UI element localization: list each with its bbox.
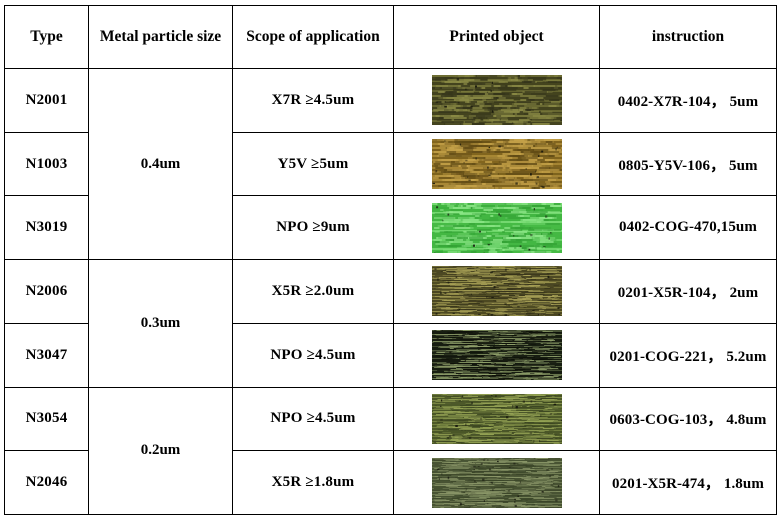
printed-object-image-wrapper	[396, 388, 597, 451]
table-row: N2001 0.4um X7R ≥4.5um 0402-X7R-104， 5um	[4, 67, 777, 261]
cell-instruction: 0402-COG-470,15um	[599, 195, 777, 261]
column-header-scope-of-application: Scope of application	[232, 5, 394, 69]
printed-object-image-wrapper	[396, 260, 597, 323]
cell-printed-object	[393, 259, 600, 324]
cell-printed-object	[393, 131, 600, 197]
table-header: Type Metal particle size Scope of applic…	[4, 5, 777, 69]
table-row: N1003 Y5V ≥5um 0805-Y5V-106， 5um	[4, 131, 777, 197]
header-row: Type Metal particle size Scope of applic…	[4, 5, 777, 69]
table-row: N3047 NPO ≥4.5um 0201-COG-221， 5.2um	[4, 322, 777, 388]
cell-metal-particle-size: 0.4um	[88, 67, 233, 261]
cell-scope-of-application: NPO ≥9um	[232, 195, 394, 261]
cell-scope-of-application: X5R ≥1.8um	[232, 450, 394, 515]
cell-printed-object	[393, 450, 600, 515]
cell-scope-of-application: NPO ≥4.5um	[232, 386, 394, 452]
printed-object-image-wrapper	[396, 451, 597, 514]
cell-instruction: 0201-X5R-104， 2um	[599, 259, 777, 324]
cell-instruction: 0805-Y5V-106， 5um	[599, 131, 777, 197]
column-header-type: Type	[4, 5, 89, 69]
cell-type: N3047	[4, 322, 89, 388]
micrograph-grey-green-dense-striped	[431, 457, 562, 508]
micrograph-near-black-green-striped	[431, 330, 562, 381]
printed-object-image-wrapper	[396, 133, 597, 196]
printed-object-image-wrapper	[396, 69, 597, 132]
table-body: N2001 0.4um X7R ≥4.5um 0402-X7R-104， 5um N10…	[4, 67, 777, 516]
cell-scope-of-application: NPO ≥4.5um	[232, 322, 394, 388]
column-header-instruction: instruction	[599, 5, 777, 69]
spec-table: Type Metal particle size Scope of applic…	[4, 5, 777, 516]
cell-instruction: 0201-X5R-474， 1.8um	[599, 450, 777, 515]
cell-instruction: 0402-X7R-104， 5um	[599, 68, 777, 133]
table-row: N3019 NPO ≥9um 0402-COG-470,15um	[4, 195, 777, 261]
cell-scope-of-application: X7R ≥4.5um	[232, 68, 394, 133]
printed-object-image-wrapper	[396, 324, 597, 387]
micrograph-moss-green-striped	[431, 393, 562, 444]
cell-type: N3054	[4, 386, 89, 452]
cell-metal-particle-size: 0.3um	[88, 259, 233, 388]
cell-printed-object	[393, 386, 600, 452]
cell-type: N1003	[4, 131, 89, 197]
micrograph-olive-fine-striped	[431, 266, 562, 317]
table-row: N3054 0.2um NPO ≥4.5um 0603-COG-103， 4.8um	[4, 386, 777, 516]
cell-type: N2001	[4, 68, 89, 133]
printed-object-image-wrapper	[396, 196, 597, 259]
column-header-printed-object: Printed object	[393, 5, 600, 69]
cell-instruction: 0201-COG-221， 5.2um	[599, 322, 777, 388]
micrograph-golden-brown-striped	[431, 139, 562, 190]
column-header-metal-particle-size: Metal particle size	[88, 5, 233, 69]
cell-printed-object	[393, 322, 600, 388]
micrograph-bright-green-striped	[431, 202, 562, 253]
cell-printed-object	[393, 68, 600, 133]
cell-printed-object	[393, 195, 600, 261]
cell-scope-of-application: X5R ≥2.0um	[232, 259, 394, 324]
cell-instruction: 0603-COG-103， 4.8um	[599, 386, 777, 452]
cell-type: N2046	[4, 450, 89, 515]
cell-metal-particle-size: 0.2um	[88, 386, 233, 516]
cell-type: N2006	[4, 259, 89, 324]
cell-scope-of-application: Y5V ≥5um	[232, 131, 394, 197]
table-row: N2006 0.3um X5R ≥2.0um 0201-X5R-104， 2um	[4, 259, 777, 388]
micrograph-dark-olive-striped	[431, 75, 562, 126]
cell-type: N3019	[4, 195, 89, 261]
table-row: N2046 X5R ≥1.8um 0201-X5R-474， 1.8um	[4, 450, 777, 515]
